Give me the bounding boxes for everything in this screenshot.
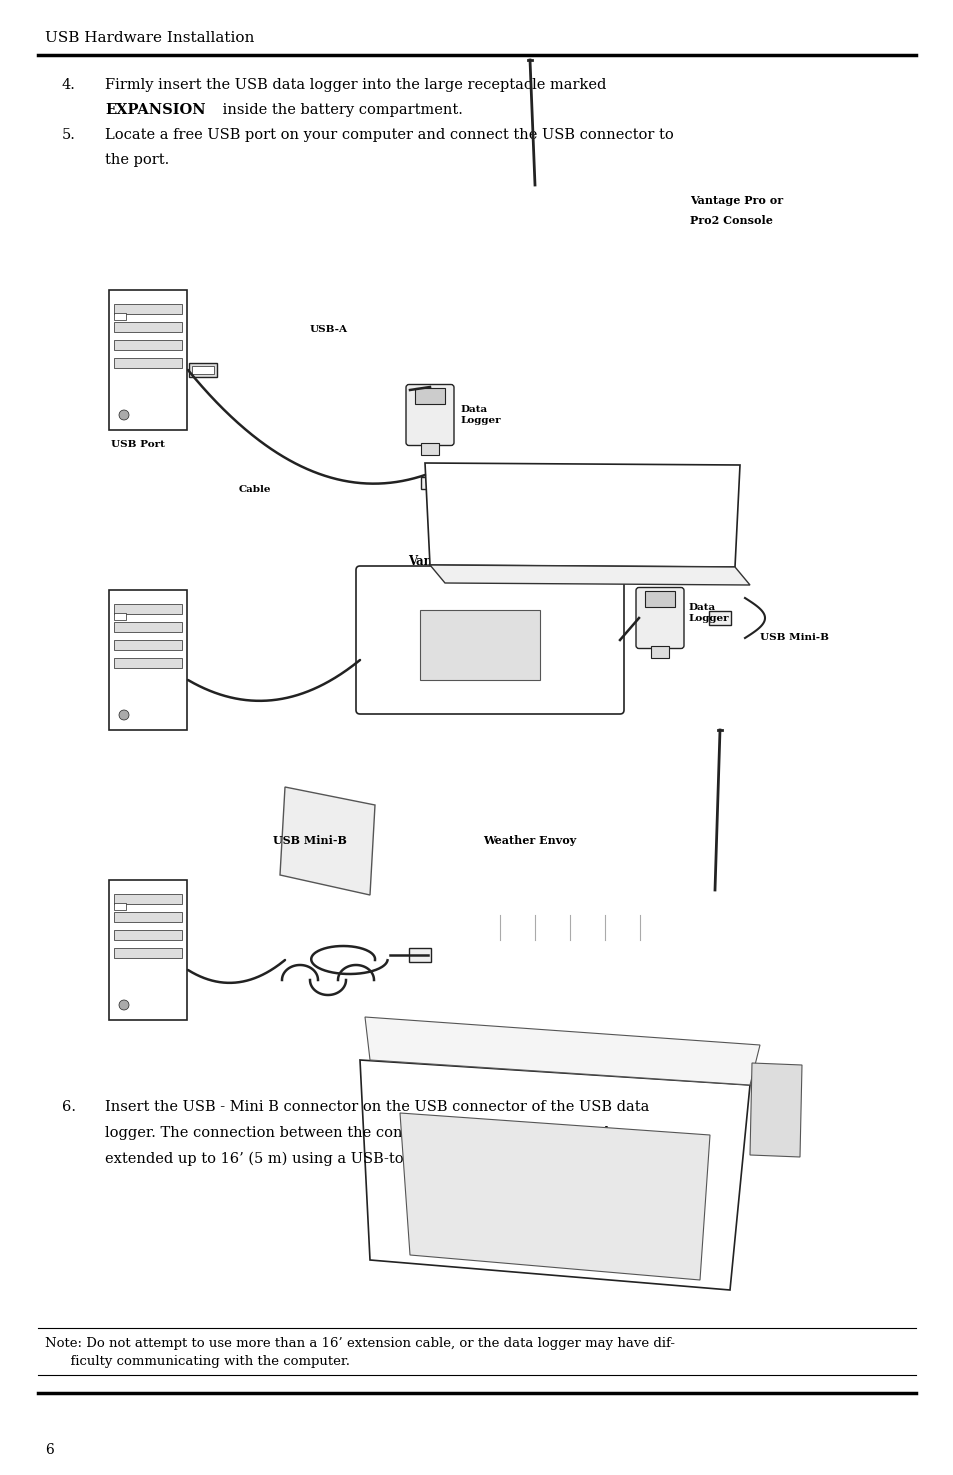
Bar	[113, 614, 126, 620]
FancyBboxPatch shape	[355, 566, 623, 714]
Text: Weather Envoy: Weather Envoy	[483, 835, 576, 847]
Text: Pro2 Console: Pro2 Console	[689, 214, 772, 226]
Bar	[109, 881, 187, 1021]
Bar	[113, 894, 182, 904]
Bar	[113, 912, 182, 922]
Bar	[113, 304, 182, 314]
Bar	[113, 603, 182, 614]
Polygon shape	[365, 1016, 760, 1086]
Text: USB Mini-B: USB Mini-B	[760, 633, 828, 643]
Bar	[113, 903, 126, 910]
Bar	[113, 313, 126, 320]
Text: USB Port: USB Port	[111, 440, 165, 448]
Text: Firmly insert the USB data logger into the large receptacle marked: Firmly insert the USB data logger into t…	[105, 78, 606, 91]
Text: 6.: 6.	[62, 1100, 76, 1114]
Circle shape	[119, 410, 129, 420]
Text: Note: Do not attempt to use more than a 16’ extension cable, or the data logger : Note: Do not attempt to use more than a …	[45, 1336, 675, 1350]
Text: 5.: 5.	[62, 128, 76, 142]
Bar	[109, 590, 187, 730]
Text: inside the battery compartment.: inside the battery compartment.	[218, 103, 462, 117]
Circle shape	[119, 709, 129, 720]
Bar	[420, 476, 438, 490]
FancyBboxPatch shape	[406, 385, 454, 445]
Bar	[109, 291, 187, 431]
Bar	[644, 590, 675, 606]
Bar	[113, 322, 182, 332]
Text: Cable: Cable	[238, 485, 271, 494]
Text: EXPANSION: EXPANSION	[105, 103, 206, 117]
Text: 4.: 4.	[62, 78, 76, 91]
Polygon shape	[280, 788, 375, 895]
Bar	[708, 611, 730, 625]
Bar	[113, 358, 182, 367]
Text: USB-A: USB-A	[310, 326, 348, 335]
Text: Insert the USB - Mini B connector on the USB connector of the USB data: Insert the USB - Mini B connector on the…	[105, 1100, 649, 1114]
Text: ficulty communicating with the computer.: ficulty communicating with the computer.	[45, 1356, 350, 1369]
Text: USB Hardware Installation: USB Hardware Installation	[45, 31, 254, 46]
Text: 6: 6	[45, 1443, 53, 1457]
FancyBboxPatch shape	[636, 587, 683, 649]
Bar	[189, 363, 216, 378]
Circle shape	[119, 1000, 129, 1010]
Text: the port.: the port.	[105, 153, 169, 167]
Bar	[650, 646, 668, 658]
Text: USB Mini-B: USB Mini-B	[273, 835, 347, 847]
Bar	[192, 366, 213, 375]
Polygon shape	[424, 463, 740, 566]
Text: Data
Logger: Data Logger	[459, 406, 500, 425]
Text: extended up to 16’ (5 m) using a USB-to-USB connector cable.: extended up to 16’ (5 m) using a USB-to-…	[105, 1152, 569, 1167]
Bar	[419, 611, 539, 680]
Bar	[113, 640, 182, 650]
Bar	[113, 658, 182, 668]
Text: Vantage Vue Console: Vantage Vue Console	[408, 555, 545, 568]
Bar	[415, 388, 444, 404]
Bar	[113, 622, 182, 631]
Bar	[113, 948, 182, 957]
Bar	[420, 442, 438, 454]
Polygon shape	[430, 565, 749, 586]
Polygon shape	[399, 1114, 709, 1280]
Text: USB Mini-B: USB Mini-B	[450, 488, 518, 497]
Bar	[113, 341, 182, 350]
Text: logger. The connection between the console and the computer can be: logger. The connection between the conso…	[105, 1125, 622, 1140]
Text: Data
Logger: Data Logger	[687, 603, 728, 622]
Polygon shape	[359, 1061, 749, 1291]
Text: Locate a free USB port on your computer and connect the USB connector to: Locate a free USB port on your computer …	[105, 128, 673, 142]
Bar	[113, 931, 182, 940]
Text: Vantage Pro or: Vantage Pro or	[689, 195, 782, 205]
Bar	[409, 948, 431, 962]
Polygon shape	[749, 1063, 801, 1156]
